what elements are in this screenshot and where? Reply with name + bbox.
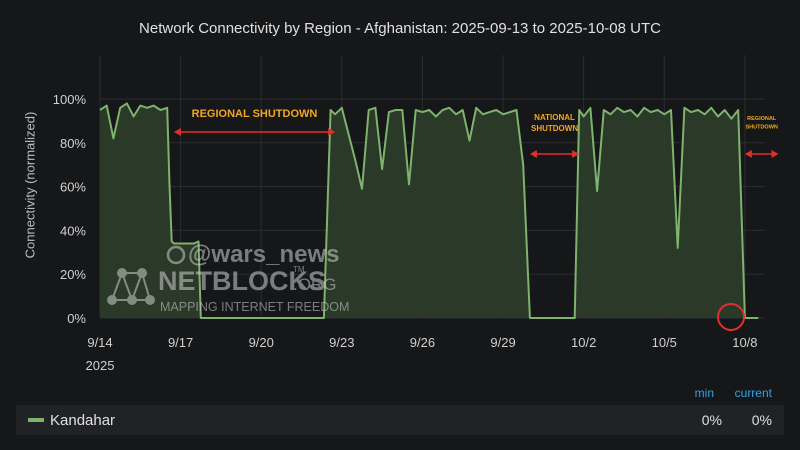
y-tick-label: 80% bbox=[60, 136, 86, 151]
annotation-arrowhead-left bbox=[744, 150, 752, 158]
annotation-arrowhead-right bbox=[572, 150, 580, 158]
netblocks-logo-icon bbox=[145, 295, 155, 305]
legend-series-name: Kandahar bbox=[50, 411, 116, 429]
y-tick-label: 100% bbox=[53, 92, 87, 107]
netblocks-logo-icon bbox=[127, 295, 137, 305]
x-tick-label: 9/23 bbox=[329, 335, 354, 350]
legend-swatch-icon bbox=[28, 418, 44, 422]
annotation-arrowhead-right bbox=[771, 150, 779, 158]
legend-min-header: min bbox=[694, 386, 714, 400]
watermark-handle: @wars_news bbox=[188, 241, 339, 268]
annotation-label: SHUTDOWN bbox=[531, 124, 578, 133]
highlight-circle bbox=[717, 303, 745, 331]
x-tick-label: 10/5 bbox=[652, 335, 677, 350]
annotation-label: SHUTDOWN bbox=[745, 125, 777, 131]
legend-min-value: 0% bbox=[701, 412, 722, 428]
x-tick-label: 9/17 bbox=[168, 335, 193, 350]
chart-title: Network Connectivity by Region - Afghani… bbox=[139, 20, 661, 37]
watermark-tagline: MAPPING INTERNET FREEDOM bbox=[160, 300, 349, 314]
x-tick-label: 9/20 bbox=[249, 335, 274, 350]
y-tick-label: 60% bbox=[60, 180, 86, 195]
y-tick-label: 0% bbox=[67, 311, 86, 326]
x-tick-label: 9/14 bbox=[87, 335, 112, 350]
annotation-arrowhead-left bbox=[529, 150, 537, 158]
netblocks-logo-icon bbox=[117, 268, 127, 278]
x-year-label: 2025 bbox=[86, 358, 115, 373]
at-symbol-icon bbox=[166, 245, 186, 265]
chart-area: 0% 20% 40% 60% 80% 100% 9/14 9/17 9/20 9/23 9/26 9/… bbox=[53, 55, 779, 373]
x-tick-label: 10/2 bbox=[571, 335, 596, 350]
annotation-arrowhead-left bbox=[173, 128, 181, 136]
x-tick-label: 9/26 bbox=[410, 335, 435, 350]
x-tick-label: 9/29 bbox=[490, 335, 515, 350]
annotation-label: NATIONAL bbox=[534, 113, 575, 122]
x-tick-label: 10/8 bbox=[732, 335, 757, 350]
y-tick-label: 20% bbox=[60, 267, 86, 282]
netblocks-logo-icon bbox=[137, 268, 147, 278]
y-tick-label: 40% bbox=[60, 223, 86, 238]
netblocks-logo-icon bbox=[107, 295, 117, 305]
annotation-label: REGIONAL SHUTDOWN bbox=[192, 108, 318, 120]
series-line bbox=[99, 102, 759, 319]
watermark-brand-suffix: .ORG bbox=[293, 275, 336, 294]
legend-current-header: current bbox=[734, 386, 772, 400]
legend-current-value: 0% bbox=[751, 412, 772, 428]
annotation-label: REGIONAL bbox=[747, 116, 777, 122]
legend-stats-header: min current bbox=[656, 386, 772, 400]
watermark-tm: TM bbox=[293, 265, 305, 274]
annotation-arrowhead-right bbox=[328, 128, 336, 136]
watermark-brand: NETBLOCKS bbox=[158, 266, 326, 296]
legend-item-kandahar[interactable]: Kandahar 0% 0% bbox=[16, 405, 784, 435]
